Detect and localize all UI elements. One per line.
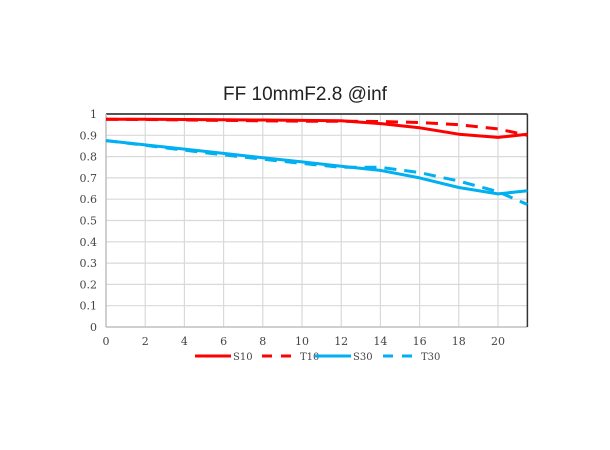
y-tick-label: 0.6: [80, 193, 98, 206]
y-tick-label: 0: [90, 321, 97, 334]
x-tick-label: 20: [491, 335, 505, 348]
y-tick-label: 0.5: [80, 215, 98, 228]
y-tick-label: 0.1: [80, 300, 98, 313]
x-tick-label: 12: [334, 335, 348, 348]
y-tick-label: 1: [90, 108, 97, 121]
legend-label: T30: [421, 352, 440, 363]
x-tick-label: 0: [103, 335, 110, 348]
legend-label: S30: [353, 352, 373, 363]
y-tick-label: 0.3: [80, 257, 98, 270]
legend-label: T10: [300, 352, 319, 363]
y-tick-label: 0.4: [80, 236, 98, 249]
x-tick-label: 8: [259, 335, 266, 348]
grid-lines: [106, 114, 528, 327]
x-tick-label: 2: [142, 335, 149, 348]
legend-label: S10: [233, 352, 253, 363]
chart-title: FF 10mmF2.8 @inf: [223, 84, 387, 105]
x-tick-label: 4: [181, 335, 188, 348]
series-s30: [105, 139, 528, 196]
x-tick-label: 16: [413, 335, 427, 348]
x-tick-label: 14: [373, 335, 387, 348]
x-tick-label: 18: [452, 335, 466, 348]
series-t30: [105, 139, 528, 206]
data-series: [105, 117, 528, 206]
x-tick-label: 10: [295, 335, 309, 348]
axes: 00.10.20.30.40.50.60.70.80.910 2 4 6 8 10 12 14…: [80, 108, 529, 348]
y-tick-label: 0.7: [80, 172, 98, 185]
y-tick-label: 0.2: [80, 278, 98, 291]
legend: S10 T10 S30 T30: [195, 352, 440, 363]
y-tick-label: 0.9: [80, 129, 98, 142]
x-tick-label: 6: [220, 335, 227, 348]
y-tick-label: 0.8: [80, 151, 98, 164]
series-t10: [105, 117, 528, 137]
